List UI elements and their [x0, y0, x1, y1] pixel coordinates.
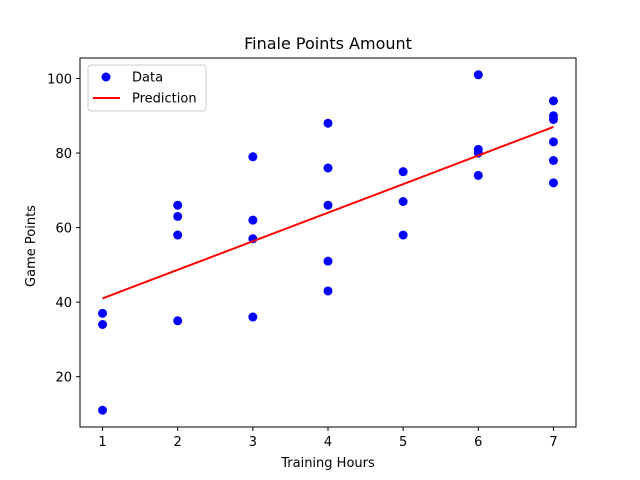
x-tick-label: 7 [549, 435, 557, 450]
data-point [323, 286, 333, 296]
legend-marker-data [101, 72, 111, 82]
data-point [473, 170, 483, 180]
data-point [398, 230, 408, 240]
plot-area [98, 70, 558, 415]
legend-label: Data [132, 71, 163, 86]
x-tick-label: 3 [249, 435, 257, 450]
data-point [98, 320, 108, 329]
x-tick-label: 2 [174, 435, 182, 450]
data-point [398, 167, 408, 177]
prediction-line [102, 126, 554, 300]
x-tick-label: 1 [98, 435, 106, 450]
data-point [323, 256, 333, 266]
y-tick-label: 60 [55, 222, 72, 237]
data-point [248, 312, 258, 322]
x-axis-label: Training Hours [280, 456, 375, 471]
y-tick-label: 80 [55, 147, 72, 162]
x-tick-label: 5 [399, 435, 407, 450]
data-point [173, 316, 183, 326]
data-point [398, 197, 408, 206]
data-point [98, 308, 108, 318]
y-tick-label: 100 [47, 73, 72, 88]
axes: 1 2 3 4 5 6 7 20 40 60 80 100 [47, 57, 577, 450]
data-point [323, 200, 333, 210]
data-point [173, 200, 183, 210]
data-point [173, 230, 183, 240]
y-tick-label: 20 [55, 371, 72, 386]
y-axis-label: Game Points [24, 205, 39, 287]
legend-box [87, 64, 207, 112]
data-point [323, 163, 333, 173]
x-tick-label: 4 [324, 435, 332, 450]
legend: Data Prediction [87, 64, 207, 112]
x-tick-label: 6 [474, 435, 482, 450]
legend-label: Prediction [132, 92, 197, 107]
data-point [548, 137, 558, 147]
data-point [548, 111, 558, 121]
data-point [98, 405, 108, 415]
y-tick-label: 40 [55, 296, 72, 311]
data-point [548, 156, 558, 165]
data-point [473, 70, 483, 80]
data-point [473, 144, 483, 154]
data-point [248, 152, 258, 162]
data-point [548, 96, 558, 106]
data-point [548, 178, 558, 188]
data-point [323, 118, 333, 128]
data-point [248, 215, 258, 225]
data-point [173, 211, 183, 221]
chart-title: Finale Points Amount [244, 34, 412, 53]
